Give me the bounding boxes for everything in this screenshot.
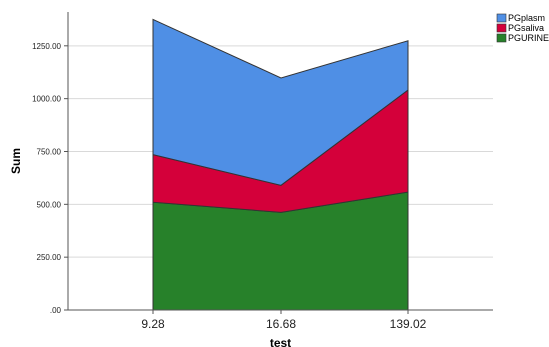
legend-label-pgsaliva: PGsaliva <box>508 23 544 33</box>
y-tick-label: 1000.00 <box>32 95 61 104</box>
y-axis-ticks: .00 250.00 500.00 750.00 1000.00 1250.00 <box>32 42 68 315</box>
x-axis-ticks: 9.28 16.68 139.02 <box>141 310 427 331</box>
y-tick-label: .00 <box>50 306 62 315</box>
y-tick-label: 750.00 <box>37 147 62 156</box>
x-tick-label: 9.28 <box>141 317 165 331</box>
x-tick-label: 139.02 <box>390 317 427 331</box>
legend-swatch-pgsaliva <box>496 23 507 33</box>
legend-swatch-pgplasma <box>496 13 507 23</box>
legend-label-pgplasma: PGplasm <box>508 13 545 23</box>
y-tick-label: 250.00 <box>37 253 62 262</box>
x-tick-label: 16.68 <box>266 317 296 331</box>
legend-label-pgurine: PGURINE <box>508 33 549 43</box>
legend-swatch-pgurine <box>496 33 507 43</box>
y-tick-label: 1250.00 <box>32 42 61 51</box>
area-pgplasma <box>152 18 409 186</box>
y-tick-label: 500.00 <box>37 200 62 209</box>
y-axis-title: Sum <box>9 148 23 174</box>
area-series <box>152 18 409 311</box>
x-axis-title: test <box>270 336 291 347</box>
